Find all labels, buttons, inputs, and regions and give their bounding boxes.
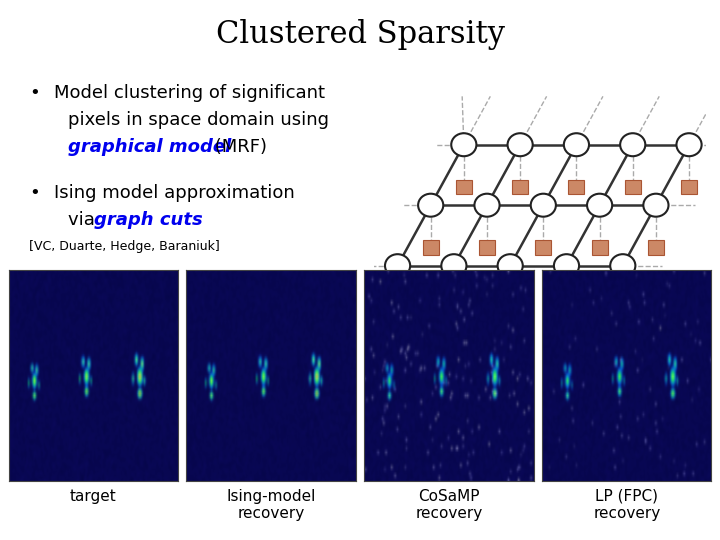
Circle shape <box>677 133 701 156</box>
Circle shape <box>508 133 533 156</box>
Circle shape <box>474 194 500 217</box>
FancyBboxPatch shape <box>456 180 472 194</box>
Text: Ising model approximation: Ising model approximation <box>54 184 294 201</box>
Circle shape <box>587 194 612 217</box>
FancyBboxPatch shape <box>592 240 608 255</box>
FancyBboxPatch shape <box>569 180 585 194</box>
Circle shape <box>531 194 556 217</box>
Text: CoSaMP
recovery: CoSaMP recovery <box>415 489 482 521</box>
Circle shape <box>644 194 668 217</box>
Circle shape <box>418 194 444 217</box>
Text: •: • <box>29 184 40 201</box>
Text: Model clustering of significant: Model clustering of significant <box>54 84 325 102</box>
Circle shape <box>451 133 477 156</box>
Text: pixels in space domain using: pixels in space domain using <box>68 111 329 129</box>
Text: via: via <box>68 211 101 228</box>
Circle shape <box>385 254 410 277</box>
Circle shape <box>620 133 645 156</box>
Text: target: target <box>70 489 117 504</box>
Circle shape <box>554 254 579 277</box>
Text: [VC, Duarte, Hedge, Baraniuk]: [VC, Duarte, Hedge, Baraniuk] <box>29 240 220 253</box>
Text: graph cuts: graph cuts <box>94 211 203 228</box>
Circle shape <box>564 133 589 156</box>
FancyBboxPatch shape <box>536 240 552 255</box>
Text: Ising-model
recovery: Ising-model recovery <box>226 489 316 521</box>
Text: •: • <box>29 84 40 102</box>
FancyBboxPatch shape <box>503 301 518 315</box>
FancyBboxPatch shape <box>615 301 631 315</box>
FancyBboxPatch shape <box>423 240 438 255</box>
Text: LP (FPC)
recovery: LP (FPC) recovery <box>593 489 660 521</box>
FancyBboxPatch shape <box>479 240 495 255</box>
FancyBboxPatch shape <box>390 301 405 315</box>
Circle shape <box>498 254 523 277</box>
FancyBboxPatch shape <box>559 301 575 315</box>
FancyBboxPatch shape <box>648 240 664 255</box>
FancyBboxPatch shape <box>681 180 697 194</box>
Circle shape <box>441 254 467 277</box>
FancyBboxPatch shape <box>512 180 528 194</box>
Text: graphical model: graphical model <box>68 138 232 156</box>
FancyBboxPatch shape <box>625 180 641 194</box>
Circle shape <box>611 254 635 277</box>
Text: (MRF): (MRF) <box>209 138 267 156</box>
Text: Clustered Sparsity: Clustered Sparsity <box>215 19 505 50</box>
FancyBboxPatch shape <box>446 301 462 315</box>
